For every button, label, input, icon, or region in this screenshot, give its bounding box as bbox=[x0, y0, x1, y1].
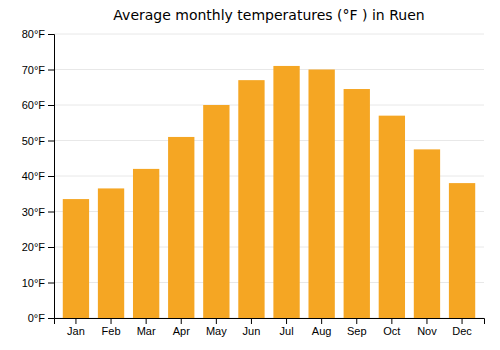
x-tick: Oct bbox=[383, 318, 400, 337]
y-tick-label: 80°F bbox=[22, 28, 46, 40]
y-tick-label: 40°F bbox=[22, 170, 46, 182]
x-tick-label: Apr bbox=[173, 325, 190, 337]
y-tick: 40°F bbox=[22, 170, 54, 182]
y-axis-line bbox=[48, 35, 55, 319]
x-tick-label: Jun bbox=[243, 325, 261, 337]
bar bbox=[168, 137, 194, 318]
x-tick: Apr bbox=[173, 318, 190, 337]
bar bbox=[273, 66, 299, 318]
x-tick: Mar bbox=[137, 318, 156, 337]
y-axis: 0°F 10°F 20°F 30°F 40°F 50°F 60°F 70°F 80°F bbox=[22, 28, 55, 324]
x-tick: Jan bbox=[67, 318, 85, 337]
x-tick: Jun bbox=[243, 318, 261, 337]
y-tick: 80°F bbox=[22, 28, 54, 40]
x-tick-mark bbox=[216, 318, 217, 324]
y-tick-label: 20°F bbox=[22, 241, 46, 253]
y-tick-label: 60°F bbox=[22, 99, 46, 111]
bar bbox=[379, 116, 405, 318]
y-tick: 70°F bbox=[22, 64, 54, 76]
title: Average monthly temperatures (°F ) in Ru… bbox=[113, 7, 424, 23]
bar bbox=[98, 188, 124, 318]
grid bbox=[54, 34, 484, 318]
grid-line bbox=[54, 105, 484, 106]
x-tick: Aug bbox=[312, 318, 332, 337]
y-tick-label: 10°F bbox=[22, 277, 46, 289]
x-tick: Sep bbox=[347, 318, 367, 337]
x-tick-mark bbox=[391, 318, 392, 324]
y-tick-label: 50°F bbox=[22, 135, 46, 147]
x-tick-mark bbox=[356, 318, 357, 324]
y-tick-mark bbox=[48, 247, 54, 248]
y-tick-label: 0°F bbox=[28, 312, 46, 324]
x-tick-label: May bbox=[206, 325, 227, 337]
x-tick-mark bbox=[75, 318, 76, 324]
grid-line bbox=[54, 140, 484, 141]
x-tick-label: Jul bbox=[280, 325, 294, 337]
y-tick: 10°F bbox=[22, 277, 54, 289]
x-tick-mark bbox=[251, 318, 252, 324]
bar bbox=[344, 89, 370, 318]
x-tick: May bbox=[206, 318, 227, 337]
y-tick: 60°F bbox=[22, 99, 54, 111]
y-tick-mark bbox=[48, 318, 54, 319]
x-tick: Jul bbox=[280, 318, 294, 337]
x-axis: Jan Feb Mar Apr May Jun Jul Aug Sep Oct Nov Dec bbox=[55, 318, 485, 337]
bars bbox=[63, 66, 475, 318]
y-tick-mark bbox=[48, 141, 54, 142]
y-tick-mark bbox=[48, 176, 54, 177]
y-tick-mark bbox=[48, 105, 54, 106]
x-tick: Dec bbox=[452, 318, 472, 337]
x-tick-label: Jan bbox=[67, 325, 85, 337]
x-tick-mark bbox=[146, 318, 147, 324]
x-tick-mark bbox=[111, 318, 112, 324]
bar bbox=[308, 70, 334, 319]
x-tick-label: Oct bbox=[383, 325, 400, 337]
bar bbox=[133, 169, 159, 318]
x-tick-mark bbox=[181, 318, 182, 324]
bar bbox=[203, 105, 229, 318]
y-tick-mark bbox=[48, 283, 54, 284]
bar bbox=[449, 183, 475, 318]
x-tick-label: Nov bbox=[417, 325, 437, 337]
x-axis-line bbox=[55, 319, 485, 325]
x-tick: Nov bbox=[417, 318, 437, 337]
x-tick-label: Dec bbox=[452, 325, 472, 337]
x-tick-mark bbox=[321, 318, 322, 324]
y-tick: 20°F bbox=[22, 241, 54, 253]
bar bbox=[63, 199, 89, 318]
chart: 0°F 10°F 20°F 30°F 40°F 50°F 60°F 70°F 80°F Jan Fe… bbox=[0, 0, 500, 350]
y-tick-mark bbox=[48, 34, 54, 35]
y-tick: 50°F bbox=[22, 135, 54, 147]
grid-line bbox=[54, 69, 484, 70]
y-tick-label: 70°F bbox=[22, 64, 46, 76]
x-tick-label: Feb bbox=[102, 325, 121, 337]
plot: 0°F 10°F 20°F 30°F 40°F 50°F 60°F 70°F 80°F Jan Fe… bbox=[22, 28, 485, 337]
y-tick-mark bbox=[48, 70, 54, 71]
x-tick: Feb bbox=[102, 318, 121, 337]
x-tick-label: Mar bbox=[137, 325, 156, 337]
y-tick-label: 30°F bbox=[22, 206, 46, 218]
y-tick: 30°F bbox=[22, 206, 54, 218]
x-tick-label: Aug bbox=[312, 325, 332, 337]
bar bbox=[238, 80, 264, 318]
x-tick-label: Sep bbox=[347, 325, 367, 337]
y-tick: 0°F bbox=[28, 312, 54, 324]
grid-line bbox=[54, 34, 484, 35]
x-tick-mark bbox=[286, 318, 287, 324]
y-tick-mark bbox=[48, 212, 54, 213]
bar bbox=[414, 149, 440, 318]
x-tick-mark bbox=[426, 318, 427, 324]
x-tick-mark bbox=[462, 318, 463, 324]
